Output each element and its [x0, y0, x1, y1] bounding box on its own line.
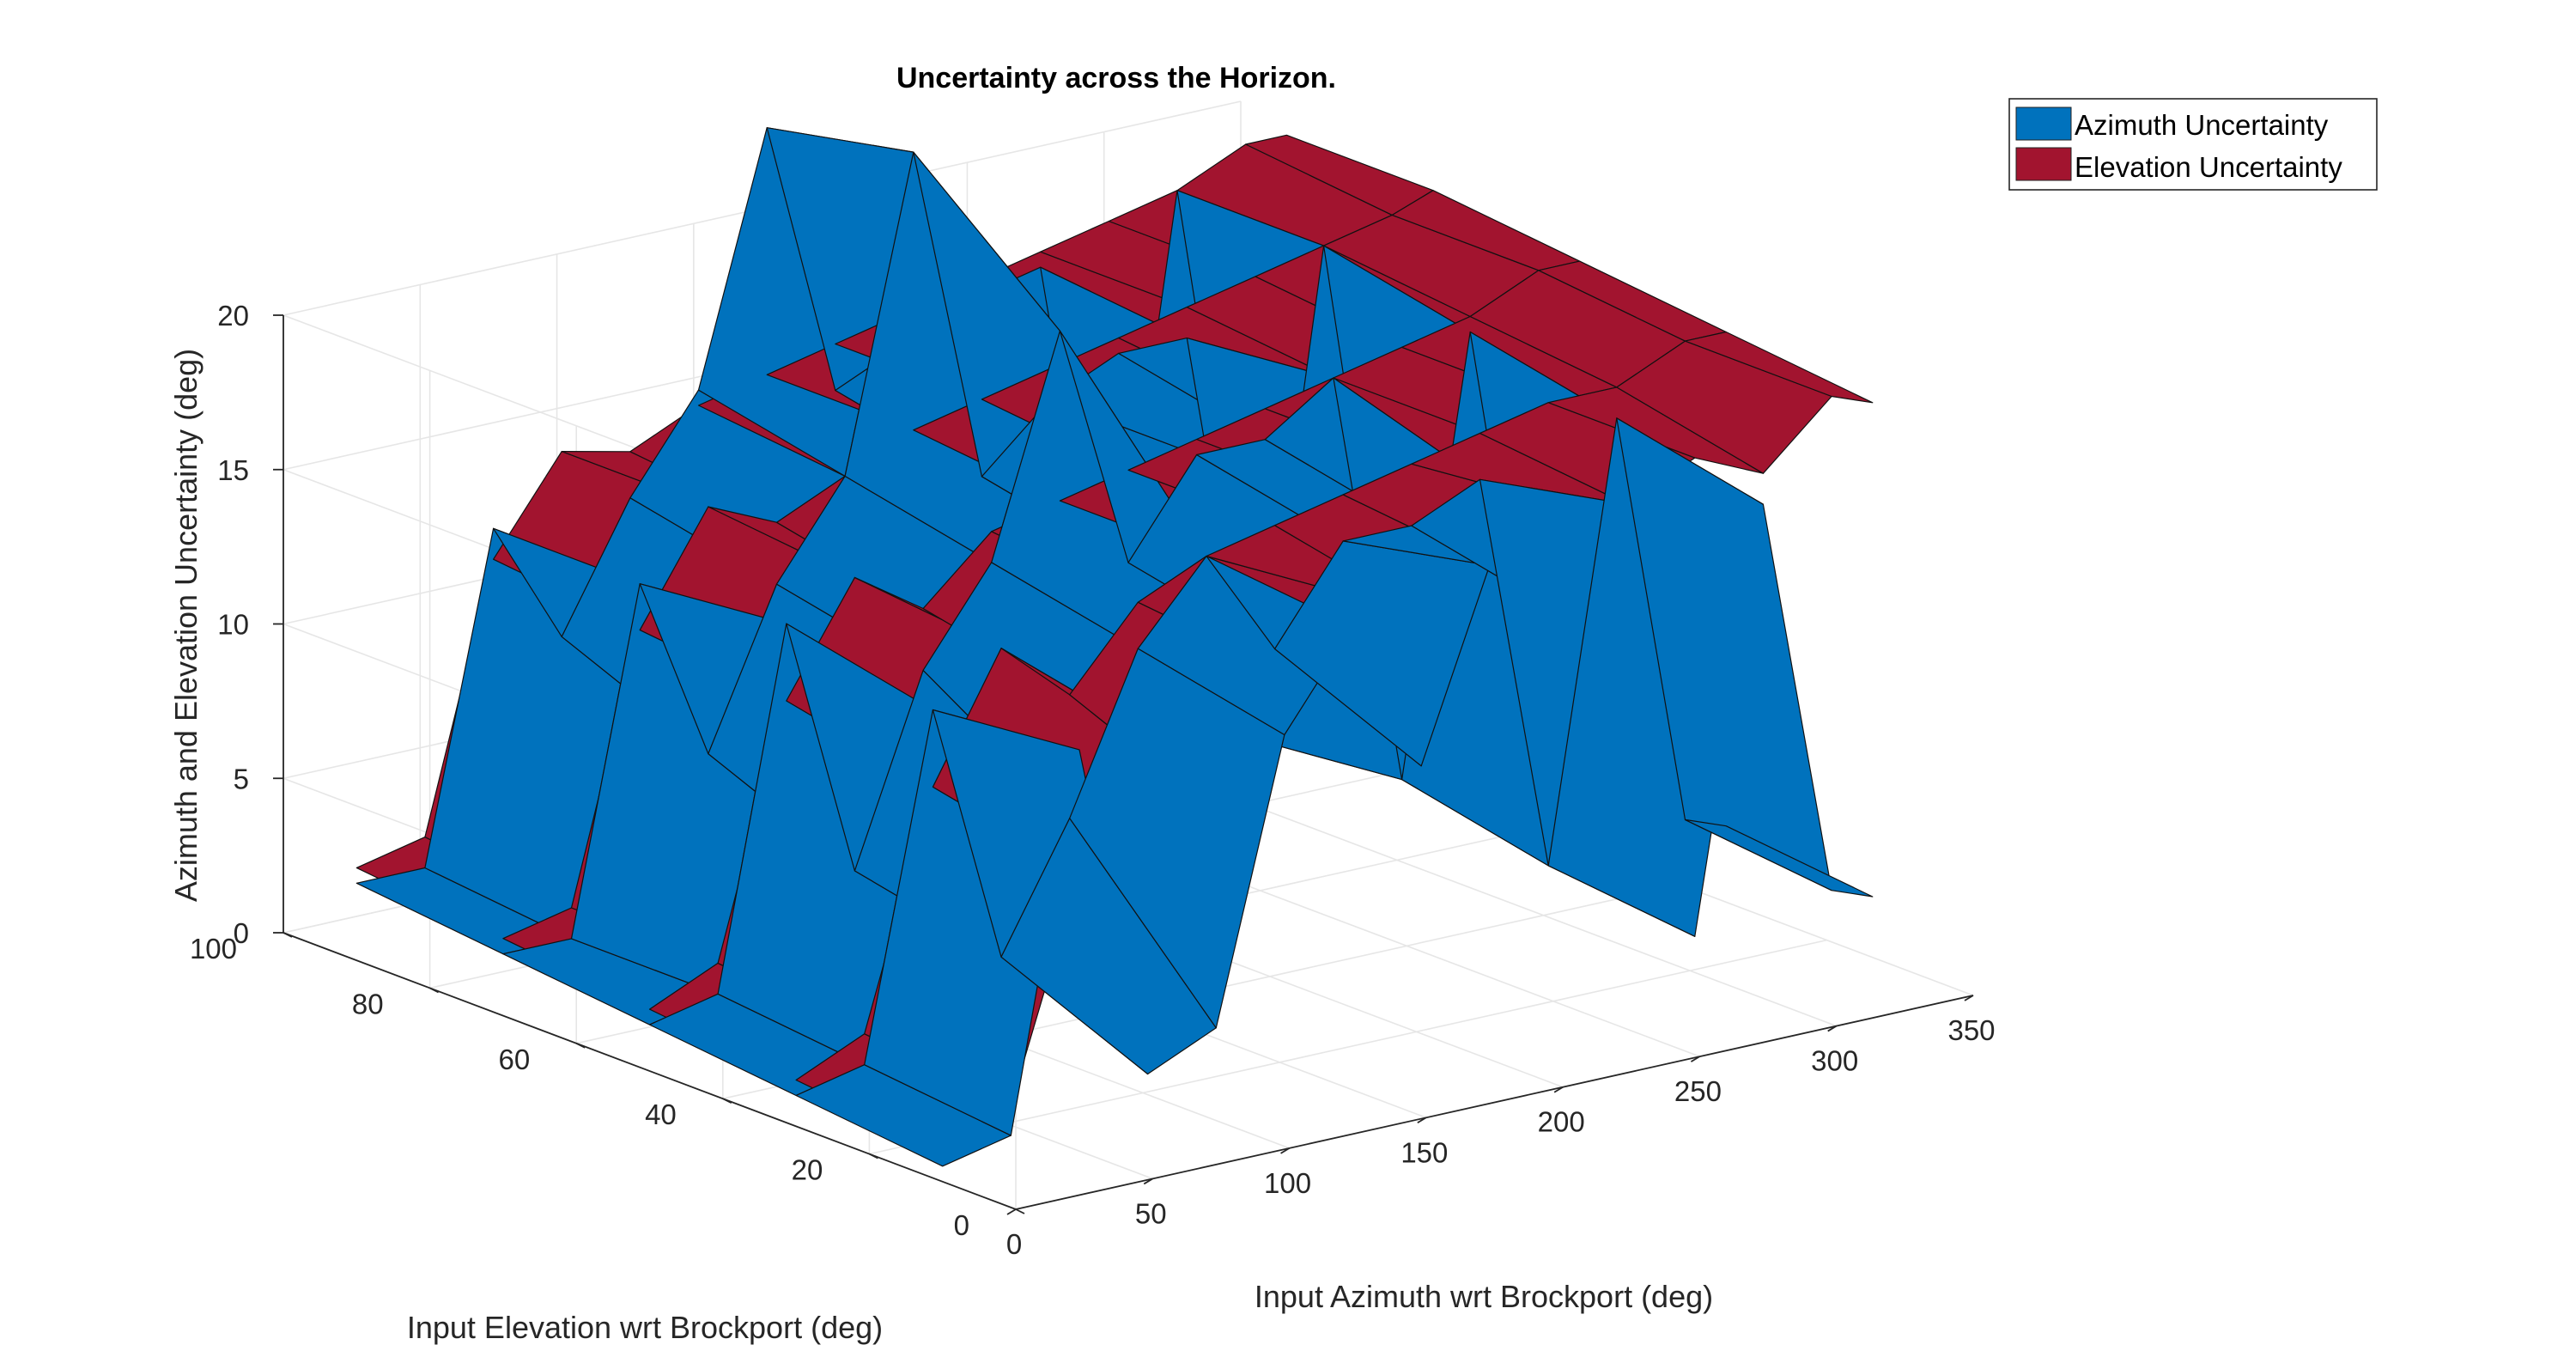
x-axis-label: Input Azimuth wrt Brockport (deg)	[1255, 1279, 1713, 1314]
y-tick-mark	[283, 932, 293, 938]
y-tick-mark	[575, 1042, 586, 1049]
legend-swatch-elevation	[2015, 147, 2072, 181]
x-tick-mark	[1143, 1178, 1153, 1185]
y-tick-label: 60	[498, 1044, 530, 1075]
x-tick-mark	[1964, 995, 1974, 1001]
x-tick-label: 150	[1400, 1136, 1448, 1168]
x-tick-label: 300	[1811, 1045, 1858, 1077]
z-tick-label: 10	[217, 609, 249, 641]
z-tick-label: 5	[234, 763, 249, 794]
x-tick-mark	[1280, 1147, 1291, 1154]
x-tick-label: 0	[1006, 1228, 1022, 1260]
y-tick-label: 100	[190, 933, 237, 965]
x-tick-mark	[1417, 1117, 1427, 1124]
surface-plot	[355, 127, 1874, 1167]
legend-label-elevation: Elevation Uncertainty	[2075, 151, 2342, 183]
legend-swatch-azimuth	[2015, 106, 2072, 141]
z-tick-label: 20	[217, 300, 249, 332]
x-tick-label: 250	[1674, 1075, 1722, 1107]
x-axis-line	[1015, 995, 1974, 1210]
x-tick-label: 350	[1947, 1014, 1995, 1046]
x-tick-label: 50	[1135, 1197, 1167, 1229]
y-tick-mark	[722, 1098, 732, 1105]
surface-patch	[1684, 819, 1874, 898]
y-axis-label: Input Elevation wrt Brockport (deg)	[407, 1310, 883, 1345]
x-tick-label: 100	[1264, 1167, 1311, 1199]
x-tick-label: 200	[1538, 1106, 1585, 1138]
legend: Azimuth Uncertainty Elevation Uncertaint…	[2008, 98, 2378, 191]
y-tick-label: 20	[792, 1154, 823, 1186]
z-tick-label: 0	[234, 917, 249, 949]
y-tick-mark	[868, 1153, 878, 1159]
y-tick-label: 40	[645, 1098, 677, 1130]
grid-floor-y	[869, 939, 1827, 1155]
z-tick-label: 15	[217, 454, 249, 486]
y-tick-mark	[1015, 1208, 1025, 1214]
y-axis-line	[283, 932, 1017, 1210]
x-tick-mark	[1690, 1056, 1700, 1062]
chart-title: Uncertainty across the Horizon.	[896, 62, 1336, 94]
y-tick-label: 0	[954, 1209, 969, 1241]
x-tick-mark	[1827, 1025, 1838, 1032]
tick-labels: 0501001502002503003500204060801000510152…	[190, 300, 1996, 1260]
x-tick-mark	[1006, 1208, 1017, 1215]
z-axis-label: Azimuth and Elevation Uncertainty (deg)	[168, 349, 204, 902]
y-tick-label: 80	[352, 988, 384, 1019]
surface-patch	[1684, 331, 1874, 404]
y-tick-mark	[429, 987, 440, 994]
legend-label-azimuth: Azimuth Uncertainty	[2075, 109, 2329, 141]
x-tick-mark	[1553, 1086, 1564, 1093]
